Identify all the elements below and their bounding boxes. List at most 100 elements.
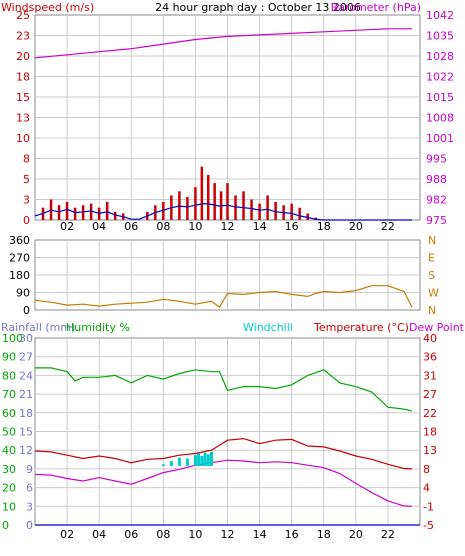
windspeed-tick-label: 10 (16, 132, 30, 145)
barometer-axis-label: Barometer (hPa) (331, 1, 421, 14)
gust-bar (266, 195, 269, 220)
humidity-tick-label: 90 (2, 351, 16, 364)
rainfall-tick-label: 12 (19, 444, 33, 457)
barometer-tick-label: 1022 (426, 71, 454, 84)
windchill-bar (200, 456, 204, 466)
x-tick-label: 16 (285, 528, 299, 541)
direction-degree-label: 270 (9, 252, 30, 265)
rainfall-tick-label: 21 (19, 388, 33, 401)
x-tick-label: 20 (349, 528, 363, 541)
gust-bar (207, 174, 210, 220)
windspeed-axis-label: Windspeed (m/s) (1, 1, 94, 14)
barometer-line (34, 28, 412, 59)
temperature-tick-label: 22 (423, 407, 437, 420)
x-tick-label: 14 (253, 528, 267, 541)
gust-bar (200, 166, 204, 220)
barometer-tick-label: 1008 (426, 112, 454, 125)
x-tick-label: 16 (285, 220, 299, 233)
gust-bar (186, 197, 189, 220)
windchill-bar (177, 457, 181, 466)
windspeed-tick-label: 15 (16, 91, 30, 104)
x-tick-label: 22 (381, 528, 395, 541)
x-tick-label: 18 (317, 528, 331, 541)
x-tick-label: 08 (156, 528, 170, 541)
direction-degree-label: 180 (9, 269, 30, 282)
dewpoint-line (34, 459, 413, 507)
temperature-tick-label: 31 (423, 369, 437, 382)
humidity-tick-label: 80 (2, 369, 16, 382)
rainfall-tick-label: 0 (26, 519, 33, 532)
windspeed-line (34, 202, 412, 221)
compass-label: E (428, 252, 435, 265)
gust-bar (274, 201, 277, 220)
x-tick-label: 06 (124, 220, 138, 233)
x-tick-label: 10 (188, 220, 202, 233)
gust-bar (258, 203, 261, 220)
compass-label: N (428, 304, 436, 317)
barometer-tick-label: 975 (426, 214, 447, 227)
barometer-tick-label: 1028 (426, 50, 454, 63)
panel1-right-axis: 975 982 988 995 1001 1008 1015 1022 1028 1035 1042 (426, 9, 454, 227)
windspeed-tick-label: 0 (23, 214, 30, 227)
x-tick-label: 10 (188, 528, 202, 541)
compass-label: W (428, 287, 439, 300)
wind-direction-line (34, 285, 413, 308)
gust-bar (306, 213, 309, 220)
panel2-series (34, 285, 413, 308)
windspeed-tick-label: 5 (23, 173, 30, 186)
gust-bar (73, 207, 77, 220)
x-tick-label: 22 (381, 220, 395, 233)
windchill-bar (209, 451, 213, 466)
x-tick-label: 04 (92, 528, 106, 541)
compass-label: S (428, 269, 435, 282)
gust-bar (81, 205, 85, 220)
direction-degree-label: 90 (16, 287, 30, 300)
windchill-bar (203, 452, 207, 466)
humidity-tick-label: 10 (2, 500, 16, 513)
panel2-left-axis: 0 90 180 270 360 (9, 234, 30, 317)
barometer-tick-label: 982 (426, 194, 447, 207)
humidity-tick-label: 50 (2, 426, 16, 439)
rainfall-tick-label: 3 (26, 500, 33, 513)
temperature-line (34, 437, 413, 470)
windspeed-tick-label: 13 (16, 112, 30, 125)
windspeed-tick-label: 20 (16, 50, 30, 63)
gust-bar (194, 187, 197, 220)
x-tick-label: 20 (349, 220, 363, 233)
windchill-bar (206, 454, 210, 466)
rainfall-tick-label: 9 (26, 463, 33, 476)
humidity-tick-label: 40 (2, 444, 16, 457)
humidity-tick-label: 100 (2, 332, 23, 345)
humidity-line (35, 367, 413, 412)
windchill-bar (185, 458, 189, 466)
gust-bar (65, 201, 69, 220)
windchill-bar (193, 455, 197, 466)
temperature-tick-label: 8 (423, 463, 430, 476)
panel3-series (34, 367, 420, 526)
windspeed-tick-label: 18 (16, 71, 30, 84)
windspeed-tick-label: 23 (16, 30, 30, 43)
panel3-gridlines (35, 338, 420, 525)
rainfall-axis: 0 3 6 9 12 15 18 21 24 27 30 (19, 332, 33, 532)
chart-title: 24 hour graph day : October 13 2006 (155, 1, 361, 14)
dewpoint-axis-label: Dew Point (409, 321, 465, 334)
barometer-tick-label: 1042 (426, 9, 454, 22)
gust-bar (298, 207, 301, 220)
gust-bar (57, 205, 61, 220)
panel1-series (34, 28, 412, 221)
gust-bar (250, 199, 253, 220)
humidity-axis: 0 10 20 30 40 50 60 70 80 90 100 (2, 332, 23, 532)
gust-bar (226, 183, 229, 220)
barometer-tick-label: 988 (426, 173, 447, 186)
x-tick-label: 18 (317, 220, 331, 233)
gust-bar (213, 183, 216, 220)
temperature-tick-label: 40 (423, 332, 437, 345)
gust-bar (162, 201, 165, 220)
windchill-bar (169, 461, 173, 466)
x-tick-label: 14 (253, 220, 267, 233)
gust-bar (242, 191, 245, 220)
temperature-tick-label: -5 (423, 519, 434, 532)
x-tick-label: 02 (60, 528, 74, 541)
direction-degree-label: 360 (9, 234, 30, 247)
